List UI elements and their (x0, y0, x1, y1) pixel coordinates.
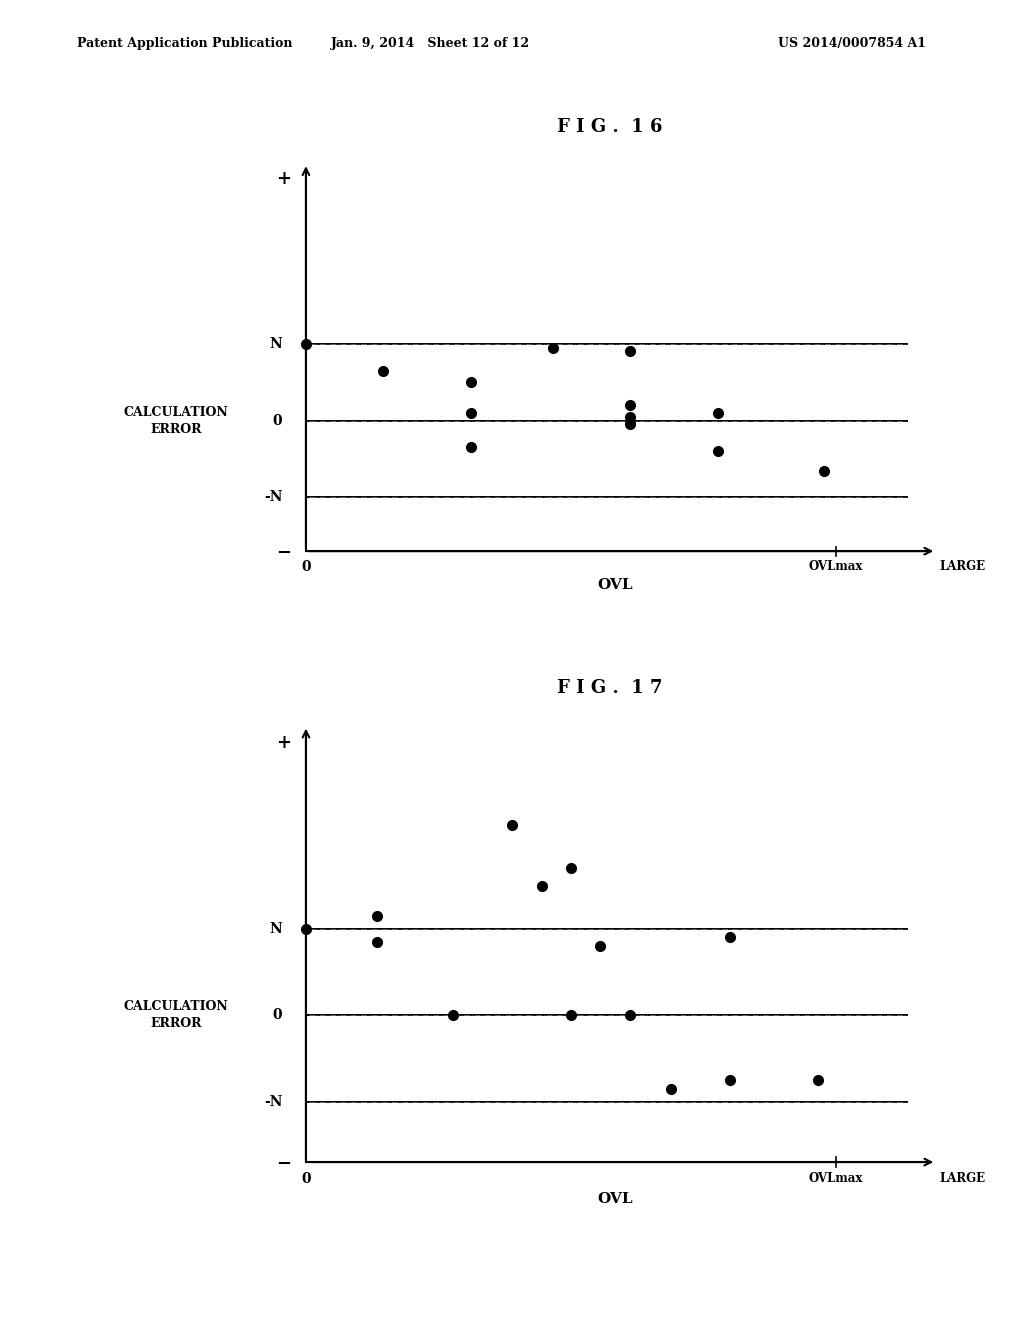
Text: 0: 0 (301, 561, 310, 574)
Text: Jan. 9, 2014   Sheet 12 of 12: Jan. 9, 2014 Sheet 12 of 12 (331, 37, 529, 50)
Title: F I G .  1 6: F I G . 1 6 (556, 119, 663, 136)
Text: 0: 0 (272, 413, 283, 428)
Text: 0: 0 (272, 1008, 283, 1022)
Text: -N: -N (264, 1094, 283, 1109)
Text: OVL: OVL (597, 1192, 633, 1206)
Text: +: + (276, 170, 291, 187)
Title: F I G .  1 7: F I G . 1 7 (556, 680, 663, 697)
Text: CALCULATION
ERROR: CALCULATION ERROR (124, 1001, 228, 1030)
Text: -N: -N (264, 491, 283, 504)
Text: OVLmax: OVLmax (809, 561, 863, 573)
Text: −: − (276, 1155, 291, 1172)
Text: Patent Application Publication: Patent Application Publication (77, 37, 292, 50)
Text: −: − (276, 544, 291, 562)
Text: CALCULATION
ERROR: CALCULATION ERROR (124, 405, 228, 436)
Text: N: N (269, 337, 283, 351)
Text: LARGE: LARGE (939, 1172, 985, 1185)
Text: N: N (269, 921, 283, 936)
Text: US 2014/0007854 A1: US 2014/0007854 A1 (778, 37, 927, 50)
Text: +: + (276, 734, 291, 752)
Text: OVL: OVL (597, 578, 633, 593)
Text: LARGE: LARGE (939, 561, 985, 573)
Text: 0: 0 (301, 1172, 310, 1187)
Text: OVLmax: OVLmax (809, 1172, 863, 1185)
